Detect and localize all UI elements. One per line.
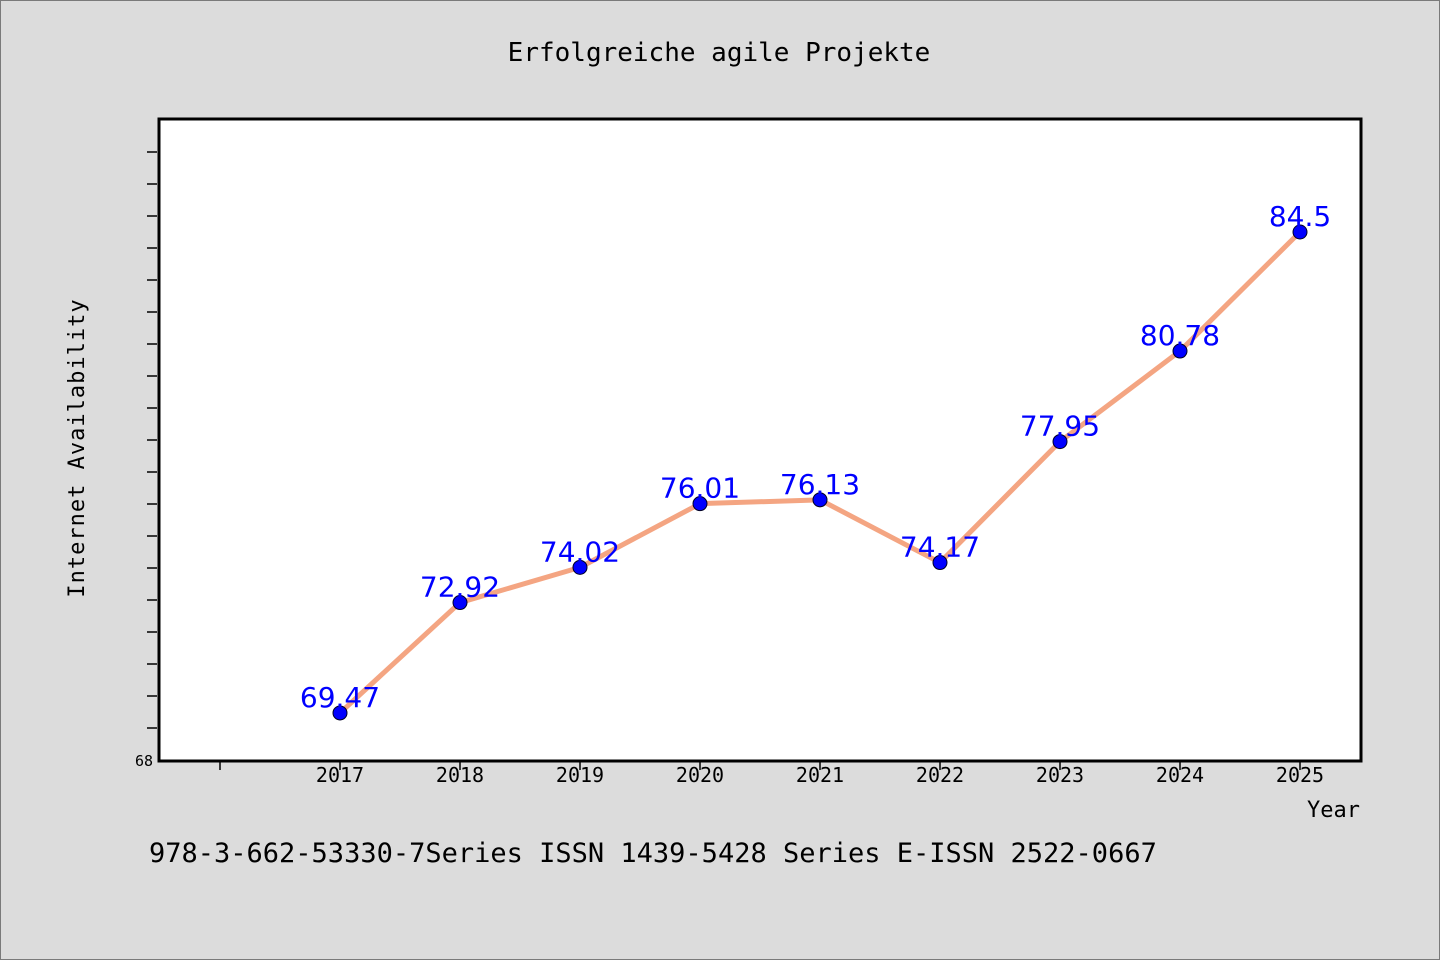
y-tick-label-min: 68: [135, 752, 153, 770]
x-axis-ticks: 2017 2018 2019 2020 2021 2022 2023 2024 2025: [219, 762, 1324, 787]
x-tick-label: 2024: [1156, 763, 1204, 787]
data-point: [332, 705, 348, 721]
y-axis-ticks: [147, 151, 157, 729]
x-tick-label: 2025: [1276, 763, 1324, 787]
series-group: 69.47 72.92 74.02 76.01 76.13 74.17 77.95 80.78…: [300, 200, 1331, 721]
x-tick-label: 2021: [796, 763, 844, 787]
data-label: 74.02: [540, 535, 620, 568]
x-tick-label: 2019: [556, 763, 604, 787]
x-axis-label: Year: [1307, 798, 1360, 823]
data-label: 77.95: [1020, 410, 1100, 443]
x-tick-label: 2017: [316, 763, 364, 787]
data-label: 74.17: [900, 531, 980, 564]
x-tick-label: 2022: [916, 763, 964, 787]
x-tick-label: 2018: [436, 763, 484, 787]
footer-text: 978-3-662-53330-7Series ISSN 1439-5428 S…: [149, 838, 1157, 869]
plot-area: [157, 117, 1363, 763]
data-point: [932, 555, 948, 571]
data-point: [1052, 434, 1068, 450]
x-tick-label: 2020: [676, 763, 724, 787]
data-label: 72.92: [420, 571, 500, 604]
data-label: 76.01: [660, 472, 740, 505]
data-point: [452, 595, 468, 611]
data-point: [572, 559, 588, 575]
data-point: [1172, 343, 1188, 359]
data-label: 84.5: [1269, 200, 1331, 233]
data-point: [812, 492, 828, 508]
data-point: [1292, 224, 1308, 240]
y-axis-label: Internet Availability: [65, 298, 90, 597]
chart-title: Erfolgreiche agile Projekte: [508, 38, 931, 68]
data-label: 76.13: [780, 468, 860, 501]
x-tick-label: 2023: [1036, 763, 1084, 787]
data-point: [692, 496, 708, 512]
data-label: 69.47: [300, 681, 380, 714]
data-label: 80.78: [1140, 319, 1220, 352]
